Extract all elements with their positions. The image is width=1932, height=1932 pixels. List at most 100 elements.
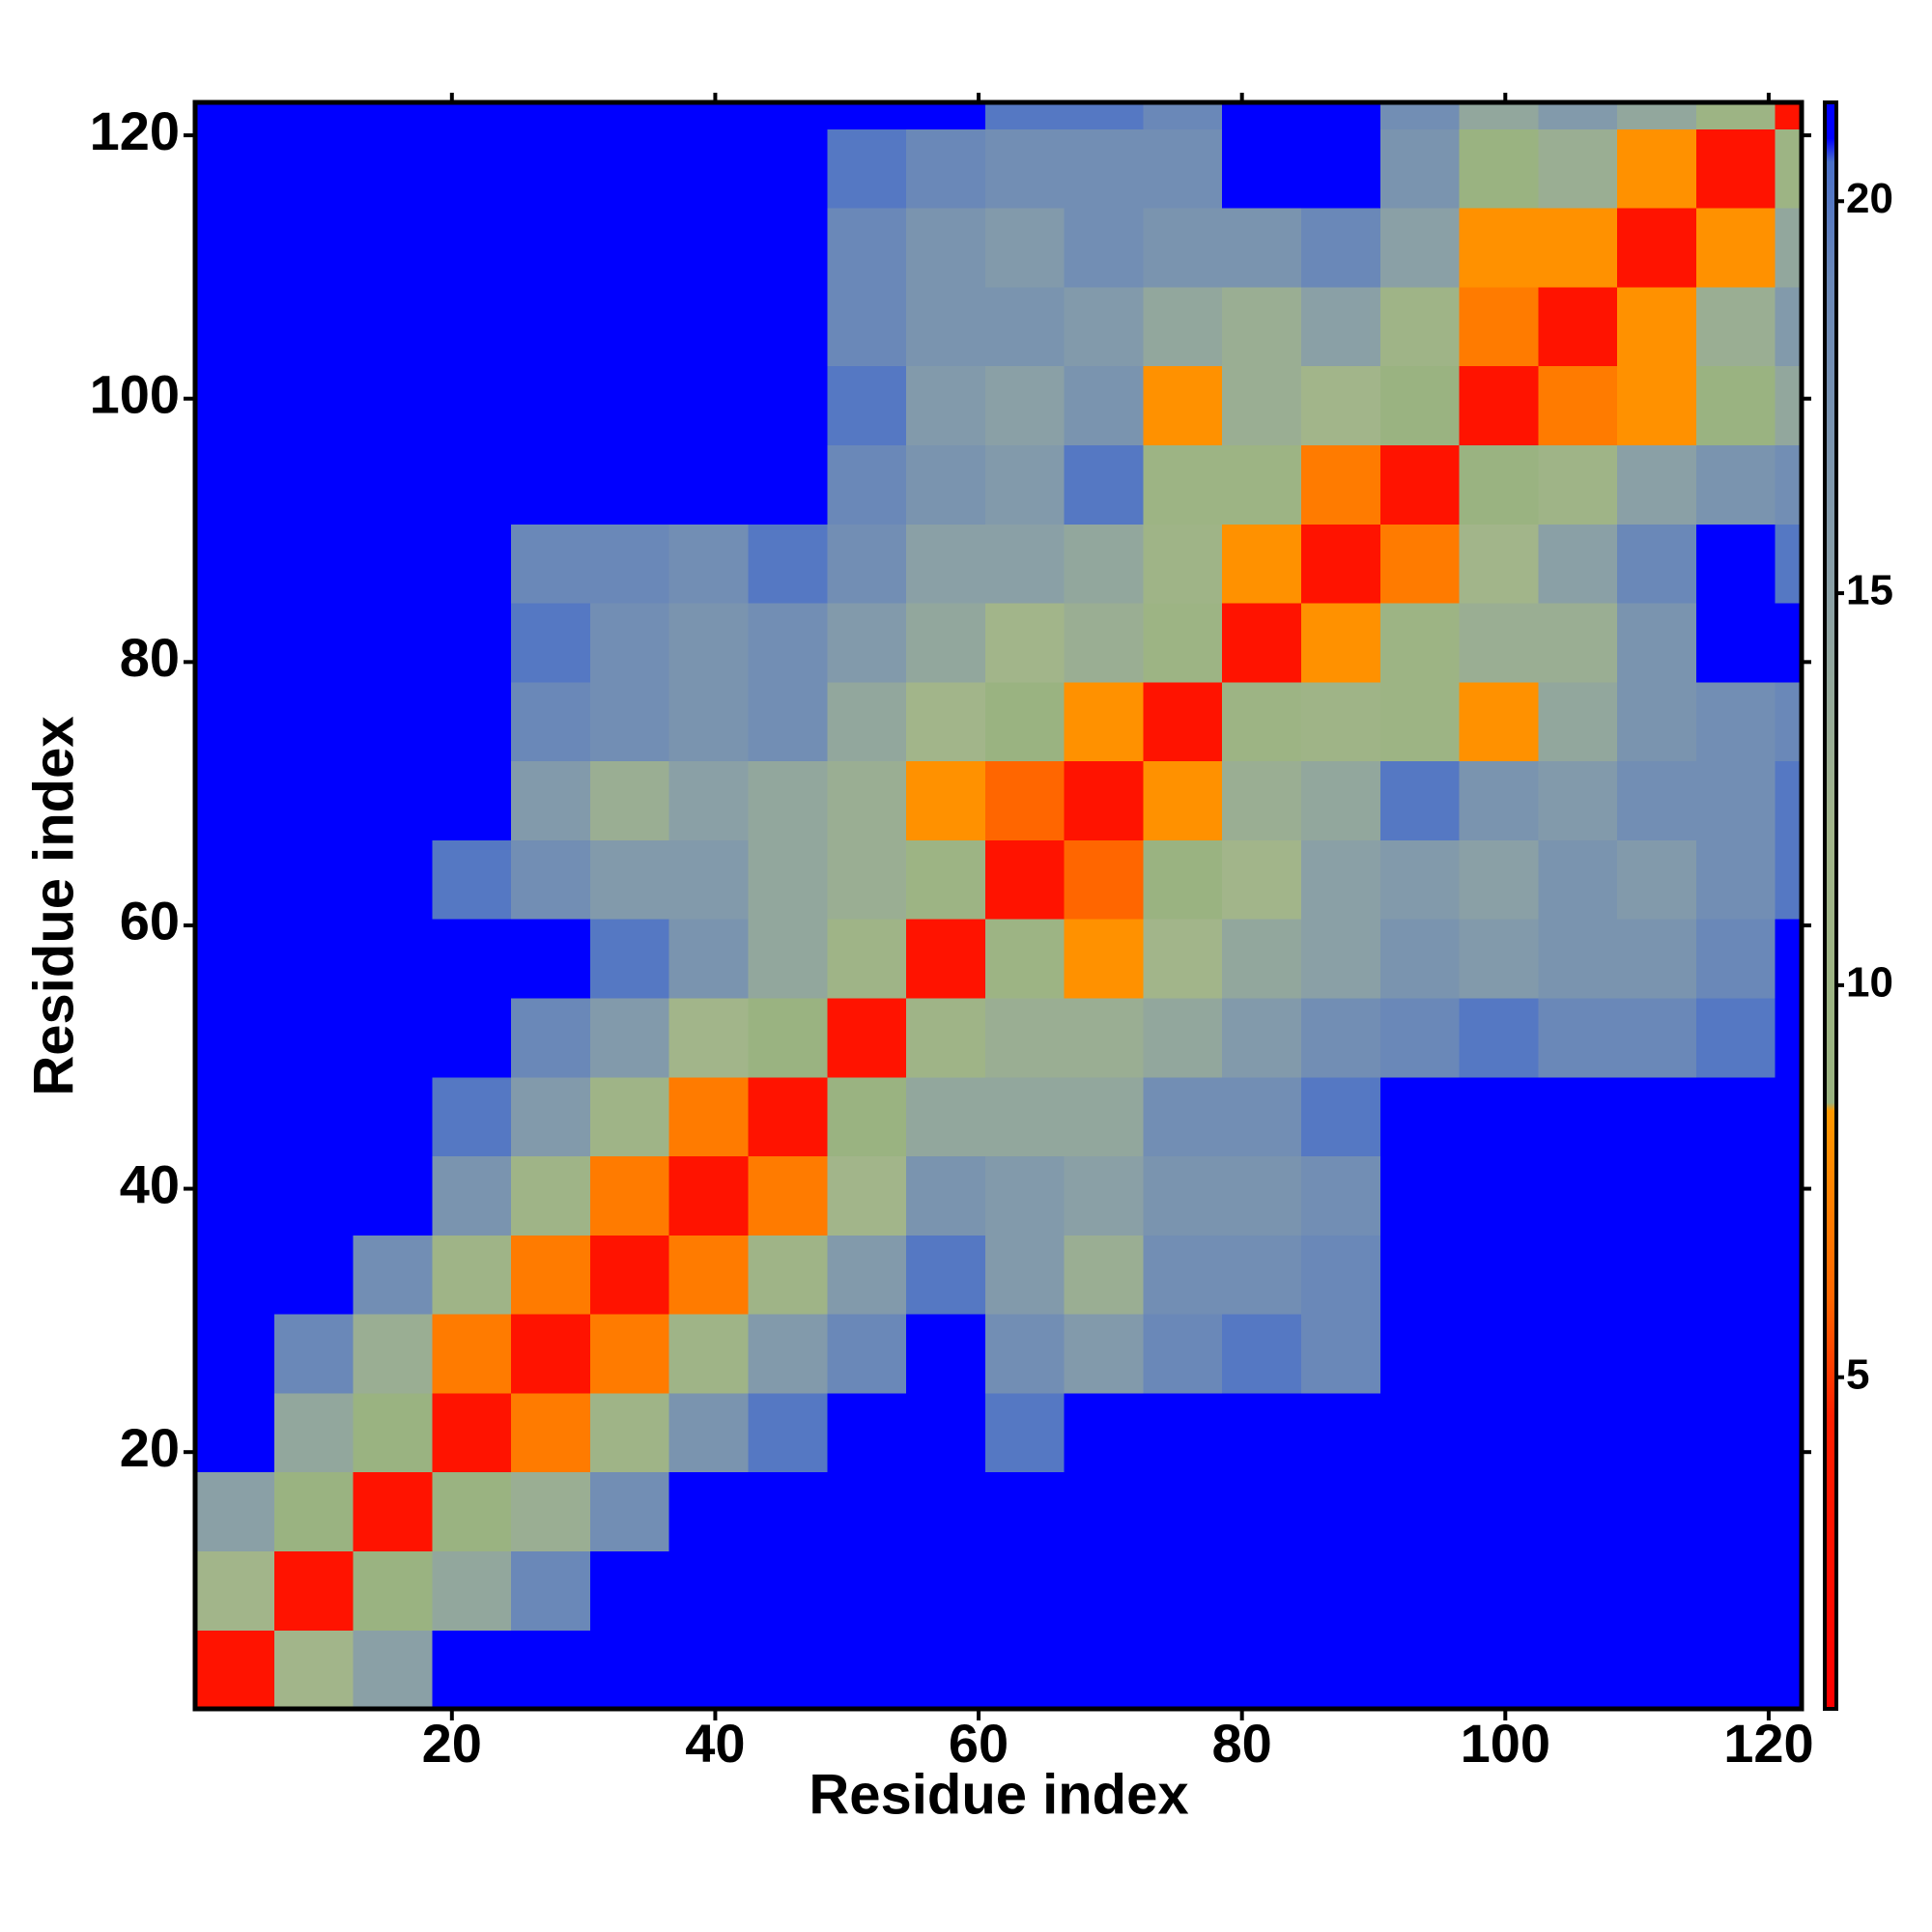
heatmap-cell (1379, 681, 1461, 762)
heatmap-cell (1459, 1630, 1539, 1710)
heatmap-cell (1143, 1392, 1223, 1473)
heatmap-cell (827, 1550, 907, 1631)
heatmap-cell (1538, 681, 1618, 762)
heatmap-cell (748, 444, 828, 525)
heatmap-cell (827, 102, 907, 129)
heatmap-cell (195, 1235, 275, 1315)
heatmap-cell (1301, 1392, 1381, 1473)
heatmap-cell (1538, 128, 1618, 209)
heatmap-cell (1143, 286, 1223, 367)
heatmap-cell (1695, 919, 1776, 999)
heatmap-cell (1459, 839, 1539, 920)
heatmap-cell (195, 1076, 275, 1157)
heatmap-cell (1538, 602, 1618, 683)
heatmap-cell (1459, 760, 1539, 840)
heatmap-cell (1695, 444, 1776, 525)
heatmap-cell (748, 208, 828, 288)
heatmap-cell (195, 444, 275, 525)
heatmap-cell (1064, 102, 1145, 129)
heatmap-cell (195, 524, 275, 604)
heatmap-cell (1459, 286, 1539, 367)
heatmap-cell (1379, 208, 1461, 288)
heatmap-cell (1617, 128, 1697, 209)
heatmap-cell (984, 208, 1065, 288)
heatmap-cell (1617, 1550, 1697, 1631)
heatmap-cell (748, 524, 828, 604)
heatmap-cell (1222, 1630, 1302, 1710)
heatmap-cell (1301, 128, 1381, 209)
heatmap-cell (1695, 1314, 1776, 1394)
heatmap-cell (1379, 1235, 1461, 1315)
heatmap-cell (1775, 208, 1803, 288)
heatmap-cell (589, 128, 670, 209)
heatmap-cell (195, 997, 275, 1078)
heatmap-cell (748, 839, 828, 920)
heatmap-cell (589, 1314, 670, 1394)
heatmap-cell (1538, 524, 1618, 604)
heatmap-cell (195, 1392, 275, 1473)
heatmap-cell (1301, 365, 1381, 446)
heatmap-cell (827, 444, 907, 525)
heatmap-cell (1301, 208, 1381, 288)
heatmap-cell (748, 997, 828, 1078)
heatmap-cell (511, 1630, 591, 1710)
heatmap-cell (1143, 1550, 1223, 1631)
heatmap-cell (273, 1155, 355, 1236)
heatmap-cell (984, 286, 1065, 367)
heatmap-cell (195, 1471, 275, 1552)
heatmap-cell (748, 681, 828, 762)
heatmap-cells (195, 102, 1803, 1710)
heatmap-cell (1538, 760, 1618, 840)
heatmap-cell (1143, 1155, 1223, 1236)
heatmap-cell (1617, 1235, 1697, 1315)
heatmap-cell (1143, 760, 1223, 840)
heatmap-cell (906, 128, 986, 209)
y-tick-label: 80 (120, 627, 180, 688)
plot-frame (192, 99, 1804, 1712)
heatmap-cell (511, 1155, 591, 1236)
heatmap-cell (1064, 839, 1145, 920)
heatmap-cell (1617, 1155, 1697, 1236)
heatmap-cell (984, 1392, 1065, 1473)
heatmap-cell (273, 102, 355, 129)
heatmap-cell (589, 1392, 670, 1473)
heatmap-cell (1695, 1392, 1776, 1473)
heatmap-cell (1222, 760, 1302, 840)
heatmap-cell (195, 602, 275, 683)
heatmap-cell (1143, 997, 1223, 1078)
heatmap-cell (1143, 839, 1223, 920)
heatmap-cell (1617, 839, 1697, 920)
heatmap-cell (432, 365, 512, 446)
heatmap-cell (906, 444, 986, 525)
heatmap-cell (1459, 919, 1539, 999)
heatmap-cell (1617, 208, 1697, 288)
y-tick-label: 20 (120, 1417, 180, 1478)
heatmap-cell (748, 1235, 828, 1315)
heatmap-cell (273, 1076, 355, 1157)
heatmap-cell (273, 524, 355, 604)
heatmap-cell (1143, 1235, 1223, 1315)
heatmap-cell (984, 1314, 1065, 1394)
heatmap-cell (511, 102, 591, 129)
heatmap-cell (273, 286, 355, 367)
heatmap-cell (1301, 524, 1381, 604)
heatmap-cell (906, 760, 986, 840)
heatmap-cell (1775, 286, 1803, 367)
heatmap-cell (906, 1392, 986, 1473)
heatmap-cell (1143, 365, 1223, 446)
heatmap-cell (1695, 208, 1776, 288)
heatmap-cell (353, 1155, 433, 1236)
heatmap-cell (195, 1314, 275, 1394)
y-tick-label: 100 (90, 363, 180, 424)
heatmap-cell (1379, 365, 1461, 446)
heatmap-cell (195, 365, 275, 446)
heatmap-cell (511, 1471, 591, 1552)
heatmap-cell (353, 444, 433, 525)
heatmap-cell (1379, 1314, 1461, 1394)
heatmap-cell (1143, 602, 1223, 683)
heatmap-cell (1695, 839, 1776, 920)
heatmap-cell (827, 839, 907, 920)
heatmap-cell (1617, 681, 1697, 762)
heatmap-cell (984, 1235, 1065, 1315)
